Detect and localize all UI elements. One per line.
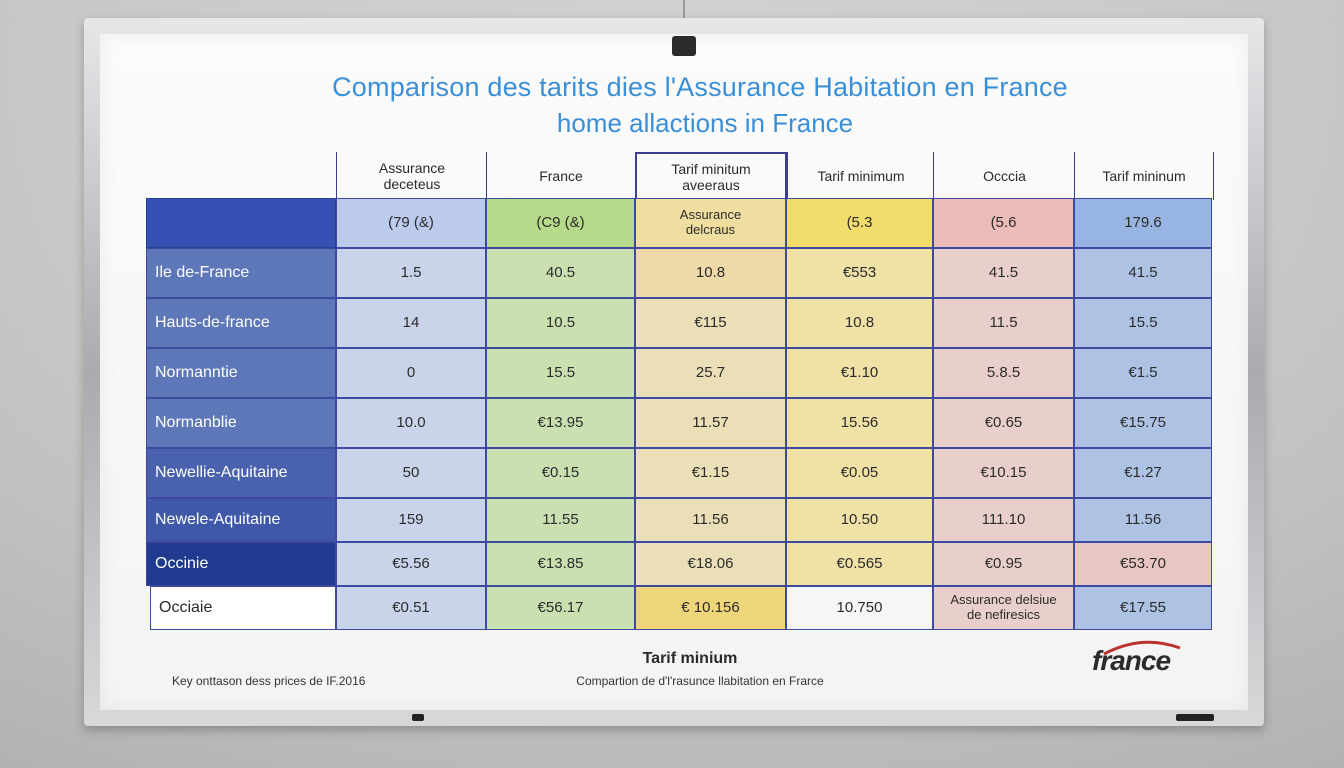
table-cell: €1.10 <box>786 348 933 398</box>
table-cell: 5.8.5 <box>933 348 1074 398</box>
table-cell: €5.56 <box>336 542 486 586</box>
row-label: Newellie-Aquitaine <box>146 448 336 498</box>
table-cell: 11.55 <box>486 498 635 542</box>
top-row-cell: Assurance delcraus <box>635 198 786 248</box>
table-cell: 11.57 <box>635 398 786 448</box>
table-cell: 14 <box>336 298 486 348</box>
column-header-6: Tarif mininum <box>1074 152 1214 200</box>
row-label: Occiaie <box>150 586 336 630</box>
table-cell: 10.8 <box>635 248 786 298</box>
column-header-4: Tarif minimum <box>787 152 934 200</box>
comparison-table: Assurance deceteus France Tarif minitum … <box>146 152 1214 632</box>
table-cell: €13.85 <box>486 542 635 586</box>
column-header-3: Tarif minitum aveeraus <box>635 152 787 200</box>
table-cell: 10.0 <box>336 398 486 448</box>
table-cell: 15.56 <box>786 398 933 448</box>
marker-tray-eraser <box>1176 714 1214 721</box>
row-label: Newele-Aquitaine <box>146 498 336 542</box>
top-row-cell: (5.3 <box>786 198 933 248</box>
table-cell: €53.70 <box>1074 542 1212 586</box>
marker-tray-clip <box>412 714 424 721</box>
table-cell: €0.51 <box>336 586 486 630</box>
table-cell: 10.50 <box>786 498 933 542</box>
table-cell: 25.7 <box>635 348 786 398</box>
table-cell: €0.15 <box>486 448 635 498</box>
table-cell: 10.5 <box>486 298 635 348</box>
table-cell: 11.56 <box>635 498 786 542</box>
column-header-5: Occcia <box>933 152 1075 200</box>
top-row-cell: (C9 (&) <box>486 198 635 248</box>
table-cell: €553 <box>786 248 933 298</box>
table-cell: €1.15 <box>635 448 786 498</box>
row-label: Hauts-de-france <box>146 298 336 348</box>
table-cell: €18.06 <box>635 542 786 586</box>
table-cell: 159 <box>336 498 486 542</box>
table-cell: 40.5 <box>486 248 635 298</box>
row-label: Normanntie <box>146 348 336 398</box>
table-cell: 50 <box>336 448 486 498</box>
table-cell: 15.5 <box>1074 298 1212 348</box>
table-cell: 11.5 <box>933 298 1074 348</box>
top-row-cell: (79 (&) <box>336 198 486 248</box>
row-label: Normanblie <box>146 398 336 448</box>
table-cell: € 10.156 <box>635 586 786 630</box>
table-cell: 1.5 <box>336 248 486 298</box>
column-header-1: Assurance deceteus <box>336 152 487 200</box>
footer-title: Tarif minium <box>642 650 738 667</box>
table-cell: 15.5 <box>486 348 635 398</box>
table-cell: €0.565 <box>786 542 933 586</box>
france-logo: france <box>1092 645 1171 676</box>
table-cell: €0.65 <box>933 398 1074 448</box>
row-label: Ile de-France <box>146 248 336 298</box>
table-cell: Assurance delsiue de nefiresics <box>933 586 1074 630</box>
table-cell: €0.05 <box>786 448 933 498</box>
table-cell: 41.5 <box>1074 248 1212 298</box>
top-left-blue-block <box>146 198 336 248</box>
table-cell: €10.15 <box>933 448 1074 498</box>
table-cell: 11.56 <box>1074 498 1212 542</box>
row-label: Occinie <box>146 542 336 586</box>
table-cell: €0.95 <box>933 542 1074 586</box>
table-cell: €1.5 <box>1074 348 1212 398</box>
board-title: Comparison des tarits dies l'Assurance H… <box>332 72 1068 102</box>
top-row-cell: 179.6 <box>1074 198 1212 248</box>
footer-key-note: Key onttason dess prices de IF.2016 <box>172 674 366 688</box>
table-cell: €115 <box>635 298 786 348</box>
table-cell: 10.750 <box>786 586 933 630</box>
logo-swoosh-icon <box>1103 640 1181 656</box>
table-cell: €17.55 <box>1074 586 1212 630</box>
table-cell: 111.10 <box>933 498 1074 542</box>
table-cell: €56.17 <box>486 586 635 630</box>
top-row-cell: (5.6 <box>933 198 1074 248</box>
table-cell: 0 <box>336 348 486 398</box>
table-cell: €13.95 <box>486 398 635 448</box>
table-cell: 41.5 <box>933 248 1074 298</box>
hanging-clip <box>672 36 696 56</box>
column-header-2: France <box>486 152 635 200</box>
table-cell: €15.75 <box>1074 398 1212 448</box>
board-subtitle: home allactions in France <box>556 108 854 138</box>
table-cell: €1.27 <box>1074 448 1212 498</box>
table-cell: 10.8 <box>786 298 933 348</box>
footer-caption: Compartion de d'l'rasunce llabitation en… <box>576 674 824 688</box>
